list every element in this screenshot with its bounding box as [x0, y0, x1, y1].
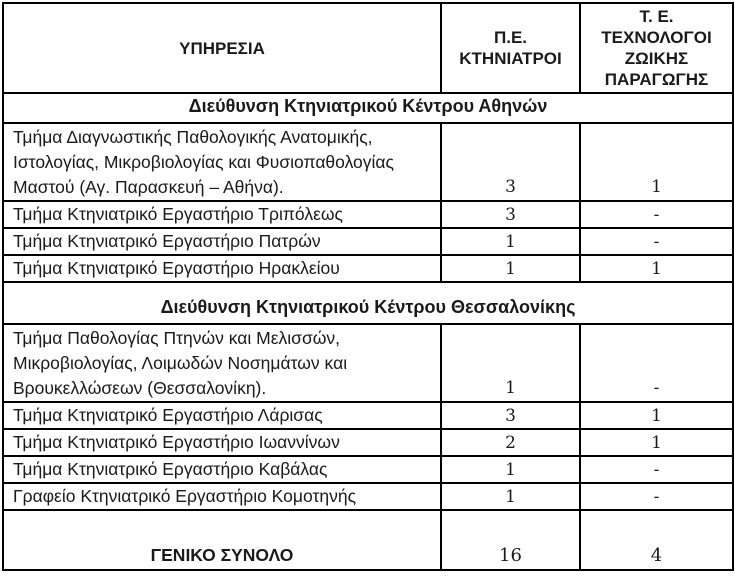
column-header-service: ΥΠΗΡΕΣΙΑ [2, 2, 442, 94]
pe-count-cell: 1 [440, 254, 581, 283]
table-header-row: ΥΠΗΡΕΣΙΑ Π.Ε. ΚΤΗΝΙΑΤΡΟΙ Τ. Ε. ΤΕΧΝΟΛΟΓΟ… [2, 2, 734, 94]
section-header-row: Διεύθυνση Κτηνιατρικού Κέντρου Θεσσαλονί… [2, 281, 734, 325]
section-title: Διεύθυνση Κτηνιατρικού Κέντρου Θεσσαλονί… [2, 281, 734, 325]
te-count-cell: 1 [579, 254, 734, 283]
service-cell: Γραφείο Κτηνιατρικό Εργαστήριο Κομοτηνής [2, 482, 442, 511]
te-count-cell: 1 [579, 401, 734, 430]
pe-count-cell: 3 [440, 200, 581, 229]
service-cell: Τμήμα Κτηνιατρικό Εργαστήριο Ηρακλείου [2, 254, 442, 283]
table-row: Τμήμα Κτηνιατρικό Εργαστήριο Λάρισας 3 1 [2, 401, 734, 430]
te-count-cell: 1 [579, 428, 734, 457]
te-count-cell: - [579, 455, 734, 484]
te-count-cell: - [579, 482, 734, 511]
service-cell: Τμήμα Κτηνιατρικό Εργαστήριο Καβάλας [2, 455, 442, 484]
table-row: Τμήμα Κτηνιατρικό Εργαστήριο Ιωαννίνων 2 1 [2, 428, 734, 457]
pe-count-cell: 1 [440, 482, 581, 511]
pe-count-cell: 1 [440, 455, 581, 484]
grand-total-label: ΓΕΝΙΚΟ ΣΥΝΟΛΟ [2, 509, 442, 571]
table-row: Τμήμα Κτηνιατρικό Εργαστήριο Τριπόλεως 3- [2, 200, 734, 229]
pe-count-cell: 3 [440, 401, 581, 430]
te-count-cell: - [579, 200, 734, 229]
table-body: Διεύθυνση Κτηνιατρικού Κέντρου Αθηνών Τμή… [2, 92, 734, 511]
service-cell: Τμήμα Διαγνωστικής Παθολογικής Ανατομική… [2, 122, 442, 202]
section-header-row: Διεύθυνση Κτηνιατρικού Κέντρου Αθηνών [2, 92, 734, 124]
table-row: Τμήμα Κτηνιατρικό Εργαστήριο Ηρακλείου 1 1 [2, 254, 734, 283]
grand-total-te-count: 4 [579, 509, 734, 571]
table-row: Τμήμα Κτηνιατρικό Εργαστήριο Καβάλας 1- [2, 455, 734, 484]
pe-count-cell: 3 [440, 122, 581, 202]
service-cell: Τμήμα Κτηνιατρικό Εργαστήριο Πατρών [2, 227, 442, 256]
grand-total-row: ΓΕΝΙΚΟ ΣΥΝΟΛΟ 16 4 [2, 509, 734, 571]
pe-count-cell: 1 [440, 227, 581, 256]
table-row: Τμήμα Παθολογίας Πτηνών και Μελισσών, Μι… [2, 323, 734, 403]
staffing-table: ΥΠΗΡΕΣΙΑ Π.Ε. ΚΤΗΝΙΑΤΡΟΙ Τ. Ε. ΤΕΧΝΟΛΟΓΟ… [2, 2, 734, 571]
table-row: Τμήμα Διαγνωστικής Παθολογικής Ανατομική… [2, 122, 734, 202]
te-count-cell: - [579, 323, 734, 403]
grand-total-pe-count: 16 [440, 509, 581, 571]
column-header-te-technologists: Τ. Ε. ΤΕΧΝΟΛΟΓΟΙ ΖΩΙΚΗΣ ΠΑΡΑΓΩΓΗΣ [579, 2, 734, 94]
column-header-pe-veterinarians: Π.Ε. ΚΤΗΝΙΑΤΡΟΙ [440, 2, 581, 94]
pe-count-cell: 1 [440, 323, 581, 403]
te-count-cell: - [579, 227, 734, 256]
service-cell: Τμήμα Κτηνιατρικό Εργαστήριο Τριπόλεως [2, 200, 442, 229]
service-cell: Τμήμα Παθολογίας Πτηνών και Μελισσών, Μι… [2, 323, 442, 403]
table-footer: ΓΕΝΙΚΟ ΣΥΝΟΛΟ 16 4 [2, 509, 734, 571]
service-cell: Τμήμα Κτηνιατρικό Εργαστήριο Ιωαννίνων [2, 428, 442, 457]
te-count-cell: 1 [579, 122, 734, 202]
pe-count-cell: 2 [440, 428, 581, 457]
section-title: Διεύθυνση Κτηνιατρικού Κέντρου Αθηνών [2, 92, 734, 124]
table-row: Τμήμα Κτηνιατρικό Εργαστήριο Πατρών 1- [2, 227, 734, 256]
service-cell: Τμήμα Κτηνιατρικό Εργαστήριο Λάρισας [2, 401, 442, 430]
table-row: Γραφείο Κτηνιατρικό Εργαστήριο Κομοτηνής… [2, 482, 734, 511]
